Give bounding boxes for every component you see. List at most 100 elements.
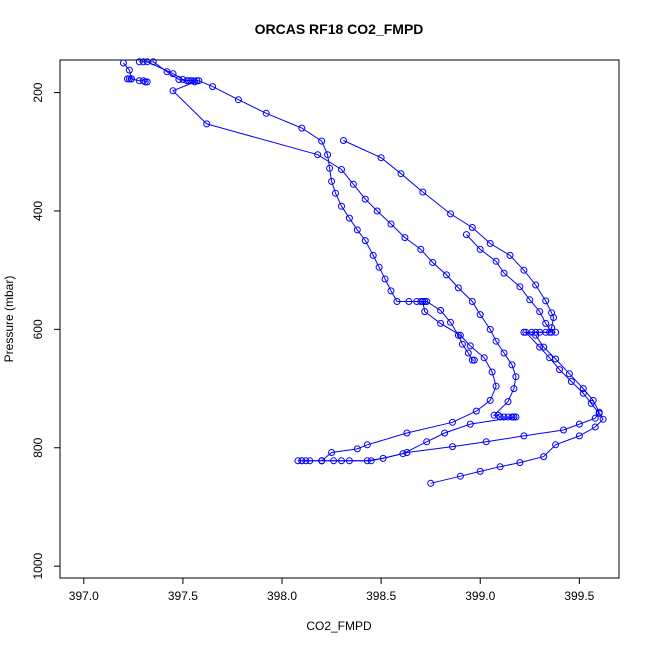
plot-area [119,58,607,487]
data-point [141,78,149,86]
data-point [314,151,322,159]
data-point [363,457,371,465]
data-point [338,166,345,173]
data-point [512,413,520,421]
data-point [567,378,575,385]
data-point [500,413,508,421]
y-tick-label: 400 [31,201,45,221]
data-point [532,328,540,336]
data-point [427,479,435,487]
data-point [480,354,488,362]
data-point [127,75,135,83]
data-point [454,284,462,292]
data-point [175,76,183,83]
data-point [462,231,470,239]
series-3 [139,58,520,465]
data-point [510,413,518,421]
data-point [508,361,516,369]
data-point [381,275,389,283]
data-point [373,207,381,215]
data-point [338,202,345,210]
y-tick-label: 200 [31,82,45,102]
data-point [326,164,334,172]
data-point [119,59,127,67]
data-point [468,298,476,305]
data-point [492,382,500,390]
data-point [546,354,554,362]
data-point [466,420,474,428]
data-point [298,457,306,465]
data-point [492,337,500,345]
data-point [532,281,540,289]
data-point [419,188,427,196]
data-point [379,454,387,462]
x-axis-label: CO2_FMPD [306,619,372,633]
data-point [542,297,550,305]
data-point [345,214,353,222]
data-point [504,398,512,406]
data-point [399,450,407,458]
x-axis: 397.0 397.5 398.0 398.5 399.0 399.5 [69,578,595,603]
data-point [468,356,476,364]
plot-frame [59,59,620,579]
data-point [125,66,133,74]
x-tick-label: 398.5 [366,589,396,603]
data-point [361,195,369,203]
data-point [403,449,411,456]
data-point [369,251,377,259]
data-point [540,453,548,461]
data-point [125,75,133,83]
x-tick-label: 399.5 [564,589,594,603]
data-point [488,368,496,376]
data-point [397,170,405,178]
data-point [163,68,171,76]
data-point [575,420,583,428]
data-point [443,271,450,279]
data-point [375,263,383,271]
data-point [482,438,490,446]
data-point [548,309,556,317]
data-point [522,328,530,336]
series-2 [119,59,151,86]
data-point [449,418,456,426]
data-point [340,137,347,144]
data-point [486,396,494,404]
data-point [496,413,504,421]
data-point [550,314,558,321]
data-point [441,429,449,437]
data-point [486,325,494,333]
data-point [328,449,336,456]
series-line [123,62,148,83]
data-point [565,370,573,378]
data-point [330,457,338,465]
data-point [476,245,484,253]
data-point [506,251,514,259]
y-axis-label: Pressure (mbar) [2,276,16,363]
data-point [496,463,504,471]
y-tick-label: 800 [31,437,45,457]
data-point [454,331,462,339]
data-point [579,389,587,397]
series-4 [298,137,603,465]
series-line [139,61,475,361]
data-point [516,459,524,467]
data-point [500,269,508,277]
data-point [423,438,431,446]
data-point [591,423,599,431]
data-point [552,328,560,336]
data-point [587,399,595,407]
data-point [423,298,431,305]
data-point [520,266,528,274]
data-point [139,77,147,85]
x-tick-label: 399.0 [465,589,495,603]
data-point [579,385,587,393]
data-point [298,124,306,132]
data-point [318,457,326,465]
data-point [234,96,242,104]
data-point [560,426,567,434]
data-point [476,467,484,475]
data-point [377,154,385,162]
y-tick-label: 1000 [31,552,45,579]
data-point [149,58,157,66]
